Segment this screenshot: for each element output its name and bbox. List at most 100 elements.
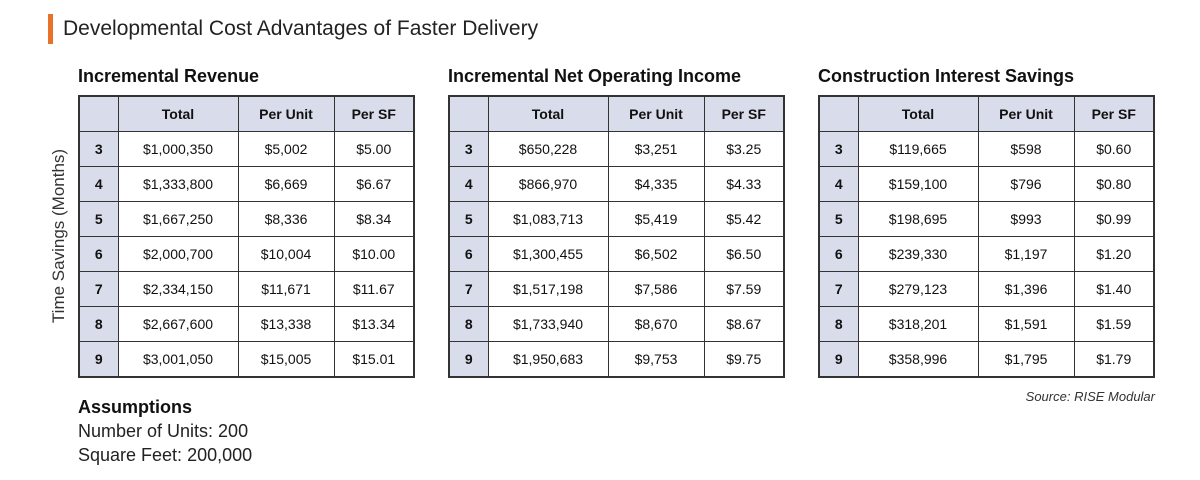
table-cell: $0.99: [1073, 201, 1155, 237]
table-cell: $1,733,940: [487, 306, 609, 342]
incremental-noi-table: Total Per Unit Per SF 3 $650,228 $3,251 $3.25…: [448, 95, 785, 378]
column-header: Total: [487, 95, 609, 132]
table-cell: $1.79: [1073, 341, 1155, 378]
table-cell: $15,005: [237, 341, 335, 378]
table-cell: $1,000,350: [117, 131, 239, 167]
row-header-months: 3: [78, 131, 119, 167]
row-header-months: 3: [448, 131, 489, 167]
table-heading: Incremental Net Operating Income: [448, 66, 742, 86]
table-cell: $8,670: [607, 306, 705, 342]
row-header-months: 9: [448, 341, 489, 378]
row-header-months: 3: [818, 131, 859, 167]
table-row: 3 $119,665 $598 $0.60: [818, 131, 1155, 167]
row-header-months: 7: [78, 271, 119, 307]
table-row: 8 $318,201 $1,591 $1.59: [818, 306, 1155, 342]
table-cell: $1,667,250: [117, 201, 239, 237]
column-header: Per SF: [333, 95, 415, 132]
table-row: 9 $358,996 $1,795 $1.79: [818, 341, 1155, 378]
table-cell: $1.20: [1073, 236, 1155, 272]
table-cell: $1,517,198: [487, 271, 609, 307]
table-row: 9 $3,001,050 $15,005 $15.01: [78, 341, 415, 378]
table-cell: $3,001,050: [117, 341, 239, 378]
table-cell: $6,502: [607, 236, 705, 272]
row-header-months: 8: [78, 306, 119, 342]
y-axis-label: Time Savings (Months): [49, 148, 68, 324]
page-title: Developmental Cost Advantages of Faster …: [63, 17, 539, 40]
table-cell: $11.67: [333, 271, 415, 307]
table-cell: $15.01: [333, 341, 415, 378]
corner-header-cell: [818, 95, 859, 132]
incremental-revenue-block: Incremental Revenue Total Per Unit Per SF …: [78, 63, 415, 378]
table-row: 3 $1,000,350 $5,002 $5.00: [78, 131, 415, 167]
row-header-months: 4: [78, 166, 119, 202]
table-row: 7 $279,123 $1,396 $1.40: [818, 271, 1155, 307]
table-cell: $5.42: [703, 201, 785, 237]
table-row: 9 $1,950,683 $9,753 $9.75: [448, 341, 785, 378]
column-header: Per Unit: [977, 95, 1075, 132]
table-cell: $7,586: [607, 271, 705, 307]
incremental-noi-block: Incremental Net Operating Income Total Pe…: [448, 63, 785, 378]
table-cell: $3,251: [607, 131, 705, 167]
table-cell: $1,083,713: [487, 201, 609, 237]
row-header-months: 8: [818, 306, 859, 342]
table-cell: $9,753: [607, 341, 705, 378]
table-row: 8 $2,667,600 $13,338 $13.34: [78, 306, 415, 342]
table-cell: $0.60: [1073, 131, 1155, 167]
table-heading: Incremental Revenue: [78, 66, 260, 86]
row-header-months: 8: [448, 306, 489, 342]
table-row: 6 $2,000,700 $10,004 $10.00: [78, 236, 415, 272]
table-cell: $198,695: [857, 201, 979, 237]
table-cell: $1,333,800: [117, 166, 239, 202]
table-cell: $6.67: [333, 166, 415, 202]
table-cell: $4.33: [703, 166, 785, 202]
assumptions-block: Assumptions Number of Units: 200 Square …: [78, 395, 252, 467]
table-row: 6 $1,300,455 $6,502 $6.50: [448, 236, 785, 272]
table-cell: $4,335: [607, 166, 705, 202]
table-cell: $239,330: [857, 236, 979, 272]
table-row: 7 $1,517,198 $7,586 $7.59: [448, 271, 785, 307]
row-header-months: 6: [448, 236, 489, 272]
table-row: 4 $866,970 $4,335 $4.33: [448, 166, 785, 202]
table-cell: $119,665: [857, 131, 979, 167]
table-row: 5 $198,695 $993 $0.99: [818, 201, 1155, 237]
assumption-units: Number of Units: 200: [78, 421, 249, 441]
title-accent-bar: [48, 14, 53, 44]
table-cell: $3.25: [703, 131, 785, 167]
table-row: 4 $159,100 $796 $0.80: [818, 166, 1155, 202]
row-header-months: 5: [78, 201, 119, 237]
row-header-months: 5: [818, 201, 859, 237]
column-header: Total: [857, 95, 979, 132]
table-row: 5 $1,083,713 $5,419 $5.42: [448, 201, 785, 237]
table-cell: $2,000,700: [117, 236, 239, 272]
table-row: 4 $1,333,800 $6,669 $6.67: [78, 166, 415, 202]
table-cell: $159,100: [857, 166, 979, 202]
column-header: Per Unit: [607, 95, 705, 132]
row-header-months: 7: [818, 271, 859, 307]
table-cell: $6,669: [237, 166, 335, 202]
table-cell: $6.50: [703, 236, 785, 272]
table-cell: $5.00: [333, 131, 415, 167]
table-cell: $5,419: [607, 201, 705, 237]
table-cell: $1,197: [977, 236, 1075, 272]
table-row: 8 $1,733,940 $8,670 $8.67: [448, 306, 785, 342]
table-cell: $598: [977, 131, 1075, 167]
row-header-months: 9: [78, 341, 119, 378]
table-cell: $11,671: [237, 271, 335, 307]
table-cell: $1.59: [1073, 306, 1155, 342]
table-cell: $650,228: [487, 131, 609, 167]
assumption-square-feet: Square Feet: 200,000: [78, 445, 253, 465]
table-cell: $2,667,600: [117, 306, 239, 342]
table-cell: $358,996: [857, 341, 979, 378]
table-row: 3 $650,228 $3,251 $3.25: [448, 131, 785, 167]
table-cell: $8.67: [703, 306, 785, 342]
row-header-months: 6: [818, 236, 859, 272]
row-header-months: 6: [78, 236, 119, 272]
table-cell: $13.34: [333, 306, 415, 342]
assumptions-heading: Assumptions: [78, 397, 193, 417]
table-cell: $5,002: [237, 131, 335, 167]
table-cell: $9.75: [703, 341, 785, 378]
table-cell: $1,396: [977, 271, 1075, 307]
column-header: Total: [117, 95, 239, 132]
column-header: Per SF: [703, 95, 785, 132]
row-header-months: 4: [448, 166, 489, 202]
